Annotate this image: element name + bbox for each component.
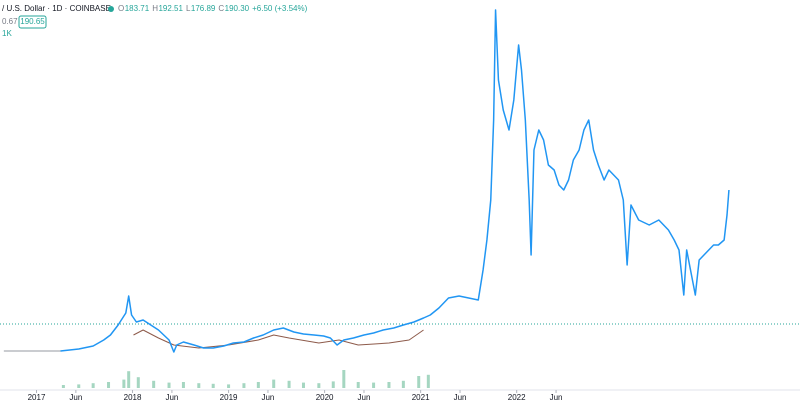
volume-bar — [372, 382, 376, 388]
legend-header: / U.S. Dollar · 1D · COINBASE 0.67 190.6… — [2, 4, 308, 38]
volume-bar — [227, 384, 231, 388]
x-tick-label: 2017 — [28, 393, 46, 402]
status-dot — [108, 6, 114, 12]
x-tick-label: Jun — [550, 393, 563, 402]
volume-bar — [426, 374, 430, 388]
ohlc-label: O — [118, 4, 124, 13]
ohlc-value: +6.50 (+3.54%) — [252, 4, 307, 13]
volume-bar — [211, 383, 215, 388]
volume-bar — [122, 379, 126, 388]
volume-bar — [242, 383, 246, 388]
symbol-title: / U.S. Dollar · 1D · COINBASE — [2, 4, 111, 13]
volume-bar — [301, 382, 305, 388]
volume-bar — [331, 381, 335, 388]
volume-bar — [272, 379, 276, 388]
x-tick-label: Jun — [261, 393, 274, 402]
volume-bar — [401, 380, 405, 388]
x-tick-label: Jun — [165, 393, 178, 402]
ohlc-label: H — [152, 4, 158, 13]
volume-bar — [152, 380, 156, 388]
x-tick-label: Jun — [358, 393, 371, 402]
x-tick-label: 2022 — [508, 393, 526, 402]
volume-label: 1K — [2, 29, 12, 38]
ohlc-label: C — [218, 4, 224, 13]
x-tick-label: Jun — [69, 393, 82, 402]
volume-bar — [181, 382, 185, 388]
volume-bar — [107, 382, 111, 388]
x-tick-label: Jun — [454, 393, 467, 402]
volume-bar — [356, 382, 360, 388]
volume-bar — [342, 370, 346, 388]
price-badge-box — [18, 15, 47, 29]
volume-bar — [136, 377, 140, 388]
ohlc-label: L — [186, 4, 191, 13]
volume-bar — [317, 383, 321, 388]
volume-bar — [387, 382, 391, 388]
ohlc-value: 192.51 — [158, 4, 183, 13]
indicator-value: 0.67 — [2, 17, 18, 26]
x-tick-label: 2019 — [220, 393, 238, 402]
price-line-series — [133, 329, 424, 349]
x-tick-label: 2018 — [124, 393, 142, 402]
volume-bar — [197, 383, 201, 388]
x-tick-label: 2021 — [412, 393, 430, 402]
price-line-series — [60, 9, 730, 353]
volume-bar — [77, 384, 81, 388]
ohlc-value: 190.30 — [225, 4, 250, 13]
volume-bar — [287, 380, 291, 388]
volume-bar — [256, 382, 260, 388]
x-tick-label: 2020 — [316, 393, 334, 402]
volume-bar — [61, 385, 65, 388]
price-badge: 190.65 — [20, 17, 45, 26]
volume-bar — [167, 382, 171, 388]
volume-bar — [91, 383, 95, 388]
ohlc-value: 183.71 — [125, 4, 150, 13]
ohlc-value: 176.89 — [191, 4, 216, 13]
volume-bar — [127, 371, 131, 388]
volume-bar — [417, 376, 421, 388]
